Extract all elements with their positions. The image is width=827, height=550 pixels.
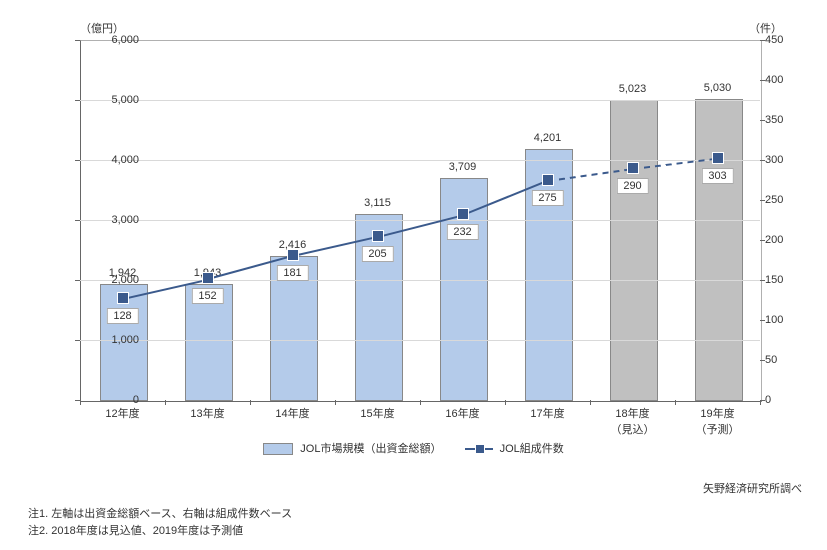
x-axis-label: 18年度（見込） xyxy=(593,405,673,437)
tick-mark xyxy=(760,400,761,405)
tick-mark xyxy=(75,340,80,341)
bar xyxy=(695,99,743,401)
bar-value-label: 4,201 xyxy=(518,132,578,144)
line-value-label: 232 xyxy=(446,224,478,240)
gridline xyxy=(80,100,760,101)
line-value-label: 152 xyxy=(191,288,223,304)
y-left-tick-label: 4,000 xyxy=(89,154,139,166)
line-marker xyxy=(117,292,129,304)
y-left-tick-label: 6,000 xyxy=(89,34,139,46)
bar-value-label: 3,115 xyxy=(348,197,408,209)
note-2: 注2. 2018年度は見込値、2019年度は予測値 xyxy=(28,522,243,538)
line-value-label: 275 xyxy=(531,190,563,206)
x-axis-label: 13年度 xyxy=(168,405,248,421)
y-right-tick-label: 350 xyxy=(765,114,783,126)
line-marker xyxy=(372,230,384,242)
bar-value-label: 3,709 xyxy=(433,161,493,173)
line-marker xyxy=(712,152,724,164)
tick-mark xyxy=(675,400,676,405)
source-text: 矢野経済研究所調べ xyxy=(703,480,802,496)
tick-mark xyxy=(335,400,336,405)
tick-mark xyxy=(75,220,80,221)
legend-bar-label: JOL市場規模（出資金総額） xyxy=(300,443,441,455)
legend-item-bar: JOL市場規模（出資金総額） xyxy=(263,440,441,456)
tick-mark xyxy=(760,200,765,201)
y-right-tick-label: 50 xyxy=(765,354,777,366)
tick-mark xyxy=(760,80,765,81)
x-axis-label: 16年度 xyxy=(423,405,503,421)
gridline xyxy=(80,280,760,281)
bar xyxy=(610,100,658,401)
tick-mark xyxy=(75,160,80,161)
tick-mark xyxy=(760,320,765,321)
x-axis-label: 12年度 xyxy=(83,405,163,421)
legend-item-line: JOL組成件数 xyxy=(465,440,564,456)
legend: JOL市場規模（出資金総額） JOL組成件数 xyxy=(0,440,827,456)
line-marker xyxy=(542,174,554,186)
y-left-tick-label: 1,000 xyxy=(89,334,139,346)
line-marker xyxy=(457,208,469,220)
bar xyxy=(355,214,403,401)
y-left-tick-label: 3,000 xyxy=(89,214,139,226)
tick-mark xyxy=(80,400,81,405)
tick-mark xyxy=(760,280,765,281)
note-1: 注1. 左軸は出資金総額ベース、右軸は組成件数ベース xyxy=(28,505,292,521)
y-right-tick-label: 450 xyxy=(765,34,783,46)
legend-line-label: JOL組成件数 xyxy=(500,443,564,455)
tick-mark xyxy=(75,280,80,281)
bar-value-label: 1,942 xyxy=(93,267,153,279)
y-right-tick-label: 150 xyxy=(765,274,783,286)
bar-value-label: 5,030 xyxy=(688,82,748,94)
line-value-label: 303 xyxy=(701,168,733,184)
line-value-label: 128 xyxy=(106,308,138,324)
tick-mark xyxy=(165,400,166,405)
bar-value-label: 5,023 xyxy=(603,83,663,95)
line-value-label: 205 xyxy=(361,246,393,262)
y-right-tick-label: 250 xyxy=(765,194,783,206)
x-axis-label: 19年度（予測） xyxy=(678,405,758,437)
line-value-label: 181 xyxy=(276,265,308,281)
x-axis-label: 17年度 xyxy=(508,405,588,421)
tick-mark xyxy=(505,400,506,405)
gridline xyxy=(80,220,760,221)
tick-mark xyxy=(250,400,251,405)
tick-mark xyxy=(75,100,80,101)
tick-mark xyxy=(760,240,765,241)
tick-mark xyxy=(760,120,765,121)
y-right-tick-label: 100 xyxy=(765,314,783,326)
line-marker xyxy=(627,162,639,174)
y-right-tick-label: 400 xyxy=(765,74,783,86)
tick-mark xyxy=(75,40,80,41)
y-left-tick-label: 5,000 xyxy=(89,94,139,106)
tick-mark xyxy=(760,160,765,161)
y-right-tick-label: 0 xyxy=(765,394,771,406)
y-right-tick-label: 300 xyxy=(765,154,783,166)
x-axis-label: 15年度 xyxy=(338,405,418,421)
gridline xyxy=(80,340,760,341)
tick-mark xyxy=(760,40,765,41)
legend-swatch-line xyxy=(465,444,493,454)
line-marker xyxy=(287,249,299,261)
x-axis-label: 14年度 xyxy=(253,405,333,421)
tick-mark xyxy=(420,400,421,405)
legend-swatch-bar xyxy=(263,443,293,455)
gridline xyxy=(80,160,760,161)
line-marker xyxy=(202,272,214,284)
line-value-label: 290 xyxy=(616,178,648,194)
tick-mark xyxy=(590,400,591,405)
y-right-tick-label: 200 xyxy=(765,234,783,246)
tick-mark xyxy=(760,360,765,361)
